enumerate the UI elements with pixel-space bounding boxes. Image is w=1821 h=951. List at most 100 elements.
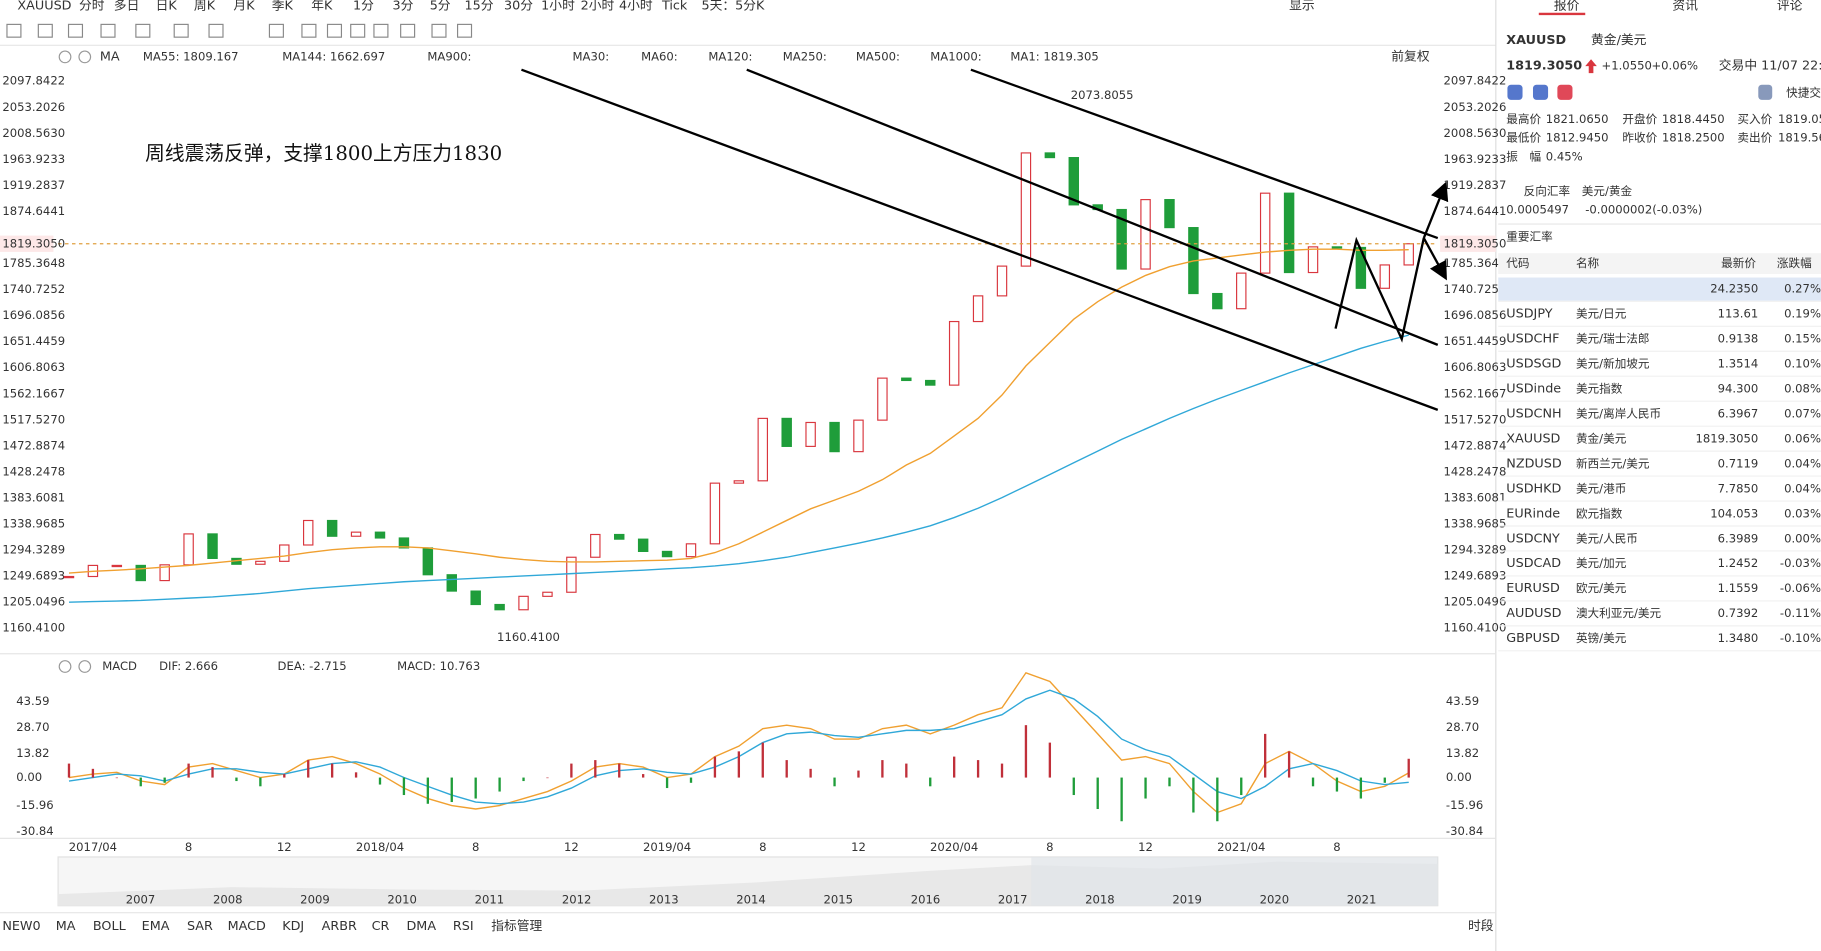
- row-code[interactable]: EURinde: [1506, 506, 1560, 521]
- row-code[interactable]: EURUSD: [1506, 581, 1560, 596]
- navigator-year: 2017: [998, 892, 1028, 906]
- macd-bar: [570, 763, 573, 778]
- stat-label: 振 幅: [1506, 149, 1541, 163]
- y-tick-label-right: 1383.6081: [1444, 490, 1507, 504]
- macd-bar: [1264, 733, 1267, 778]
- macd-bar: [761, 742, 764, 778]
- indicator-name: MA: [100, 49, 120, 64]
- indicator-tab[interactable]: RSI: [453, 919, 474, 934]
- y-tick-label: 0.00: [16, 770, 42, 784]
- macd-bar: [283, 774, 286, 778]
- y-tick-label-right: 1160.4100: [1444, 621, 1507, 635]
- period-tab[interactable]: 季K: [272, 0, 294, 13]
- row-price: 0.7119: [1718, 456, 1759, 470]
- period-tab[interactable]: 年K: [311, 0, 333, 13]
- row-code[interactable]: USDinde: [1506, 381, 1561, 396]
- row-code[interactable]: NZDUSD: [1506, 456, 1562, 471]
- navigator-year: 2019: [1172, 892, 1202, 906]
- indicator-tab[interactable]: MACD: [228, 919, 266, 934]
- period-button[interactable]: 时段: [1468, 919, 1494, 934]
- action-icon[interactable]: [1507, 84, 1523, 100]
- close-icon[interactable]: [78, 660, 92, 673]
- row-code[interactable]: USDCNH: [1506, 406, 1561, 421]
- y-tick-label-right: 43.59: [1446, 694, 1479, 708]
- settings-icon[interactable]: [58, 50, 72, 64]
- row-code[interactable]: USDCHF: [1506, 332, 1559, 347]
- macd-bar: [522, 777, 525, 782]
- quick-trade[interactable]: 快捷交: [1786, 85, 1821, 99]
- row-code[interactable]: USDJPY: [1506, 307, 1552, 322]
- macd-bar: [139, 777, 142, 787]
- panel-tab[interactable]: 报价: [1554, 0, 1580, 13]
- indicator-tab[interactable]: KDJ: [282, 919, 304, 934]
- row-code[interactable]: GBPUSD: [1506, 631, 1560, 646]
- period-tab[interactable]: 5天：5分K: [701, 0, 765, 13]
- row-code[interactable]: USDSGD: [1506, 357, 1561, 372]
- indicator-tab[interactable]: EMA: [142, 919, 170, 934]
- inverse-pair[interactable]: 美元/黄金: [1582, 184, 1633, 198]
- trend-channel: [521, 68, 1449, 411]
- period-tab[interactable]: 分时: [79, 0, 105, 13]
- period-tab[interactable]: 4小时: [619, 0, 653, 13]
- navigator-year: 2014: [736, 892, 766, 906]
- period-tab[interactable]: 30分: [504, 0, 533, 13]
- macd-bar: [1407, 758, 1410, 778]
- settings-icon[interactable]: [58, 660, 72, 673]
- candle: [470, 590, 481, 606]
- row-price: 1.1559: [1718, 581, 1759, 595]
- row-change: -0.11%: [1780, 606, 1821, 620]
- stat-value: 1812.9450: [1546, 131, 1609, 145]
- period-tab[interactable]: 1分: [353, 0, 374, 13]
- period-tab[interactable]: Tick: [661, 0, 688, 13]
- indicator-manage[interactable]: 指标管理: [491, 919, 542, 934]
- navigator-year: 2015: [823, 892, 853, 906]
- row-name: 美元指数: [1576, 381, 1623, 395]
- row-code[interactable]: USDHKD: [1506, 481, 1561, 496]
- period-tab[interactable]: 多日: [114, 0, 140, 13]
- symbol-tab[interactable]: XAUUSD: [17, 0, 71, 13]
- macd-bar: [809, 768, 812, 778]
- indicator-tab[interactable]: DMA: [406, 919, 436, 934]
- period-tab[interactable]: 2小时: [581, 0, 615, 13]
- row-code[interactable]: USDCNY: [1506, 531, 1560, 546]
- row-code[interactable]: USDCAD: [1506, 556, 1561, 571]
- row-name: 美元/瑞士法郎: [1576, 332, 1650, 346]
- indicator-tab[interactable]: NEW0: [2, 919, 40, 934]
- row-code[interactable]: XAUUSD: [1506, 431, 1560, 446]
- navigator-window[interactable]: [1031, 856, 1438, 906]
- bell-icon[interactable]: [1758, 84, 1773, 100]
- indicator-tab[interactable]: BOLL: [93, 919, 127, 934]
- row-change: 0.04%: [1784, 456, 1821, 470]
- indicator-tab[interactable]: ARBR: [322, 919, 357, 934]
- period-tab[interactable]: 3分: [393, 0, 414, 13]
- legend-entry-inactive: MA900:: [427, 49, 471, 63]
- y-tick-label-right: -30.84: [1446, 824, 1483, 838]
- period-tab[interactable]: 15分: [465, 0, 494, 13]
- period-tab[interactable]: 周K: [194, 0, 216, 13]
- close-icon[interactable]: [78, 50, 92, 64]
- indicator-tab[interactable]: MA: [56, 919, 76, 934]
- macd-bar: [402, 777, 406, 796]
- period-tab[interactable]: 日K: [156, 0, 178, 13]
- navigator-year: 2013: [649, 892, 679, 906]
- period-tab[interactable]: 1小时: [541, 0, 575, 13]
- macd-bar: [1240, 777, 1243, 796]
- indicator-tab[interactable]: CR: [372, 919, 390, 934]
- period-tab[interactable]: 月K: [233, 0, 255, 13]
- rates-title: 重要汇率: [1506, 229, 1553, 243]
- legend-entry-inactive: MA500:: [856, 49, 900, 63]
- y-tick-label: 1383.6081: [2, 490, 65, 504]
- row-code[interactable]: AUDUSD: [1506, 606, 1561, 621]
- indicator-tab[interactable]: SAR: [187, 919, 213, 934]
- drawing-tools[interactable]: [6, 23, 473, 38]
- row-change: 0.00%: [1784, 531, 1821, 545]
- panel-tab[interactable]: 评论: [1777, 0, 1803, 13]
- action-icon[interactable]: [1557, 84, 1573, 100]
- period-tab[interactable]: 5分: [430, 0, 451, 13]
- macd-bar: [1120, 777, 1123, 822]
- row-change: 0.27%: [1784, 282, 1821, 296]
- display-menu[interactable]: 显示: [1289, 0, 1315, 13]
- action-icon[interactable]: [1532, 84, 1549, 100]
- adjust-button[interactable]: 前复权: [1391, 48, 1430, 64]
- panel-tab[interactable]: 资讯: [1672, 0, 1698, 13]
